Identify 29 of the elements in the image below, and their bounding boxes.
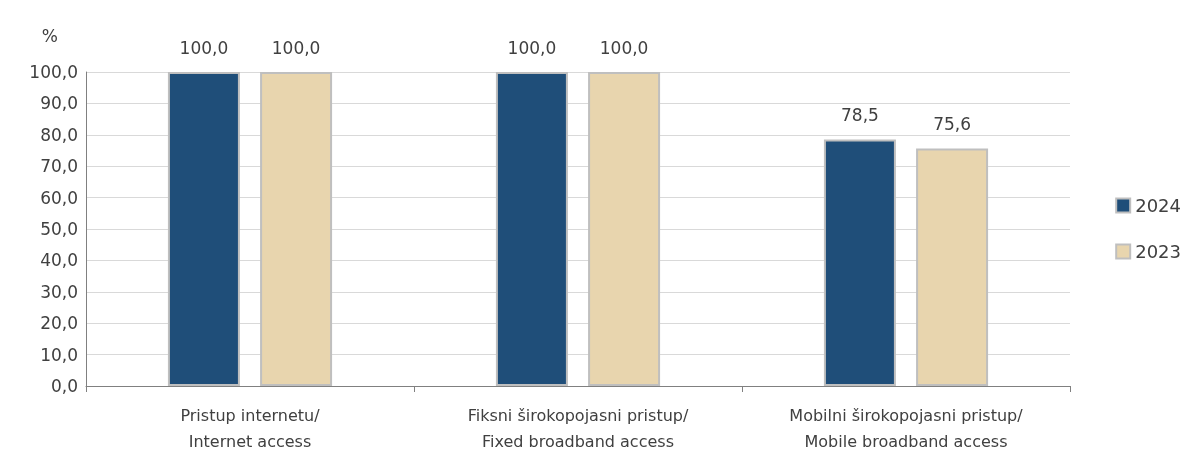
y-tick-label: 10,0 — [40, 344, 78, 365]
y-tick-label: 50,0 — [40, 219, 78, 239]
y-tick-label: 80,0 — [40, 124, 78, 145]
bar — [588, 72, 661, 386]
y-tick-label: 30,0 — [40, 281, 78, 302]
y-tick-label: 60,0 — [40, 187, 78, 208]
y-tick-label: 40,0 — [40, 250, 78, 271]
data-label: 75,6 — [933, 114, 972, 135]
legend-label: 2024 — [1135, 195, 1181, 216]
y-tick-label: 100,0 — [29, 62, 78, 82]
bar — [167, 72, 240, 386]
data-label: 100,0 — [507, 37, 557, 58]
x-tick-label: Fiksni širokopojasni pristup/ Fixed broadband access — [467, 405, 689, 451]
data-label: 100,0 — [599, 37, 649, 58]
data-label: 78,5 — [840, 105, 879, 126]
y-tick-label: 20,0 — [40, 313, 78, 334]
data-label: 100,0 — [271, 37, 321, 58]
bar — [260, 72, 333, 386]
data-label: 100,0 — [179, 37, 229, 58]
y-tick-label: 70,0 — [40, 156, 78, 177]
bar — [495, 72, 568, 386]
x-tick-label: Pristup internetu/ Internet access — [180, 405, 321, 451]
y-tick-label: 0,0 — [50, 376, 78, 396]
legend-label: 2023 — [1135, 241, 1181, 262]
y-axis-title: % — [41, 25, 58, 46]
bar — [823, 139, 896, 386]
x-tick-label: Mobilni širokopojasni pristup/ Mobile broadband access — [789, 405, 1024, 451]
bar — [916, 148, 989, 386]
y-tick-label: 90,0 — [40, 93, 78, 114]
